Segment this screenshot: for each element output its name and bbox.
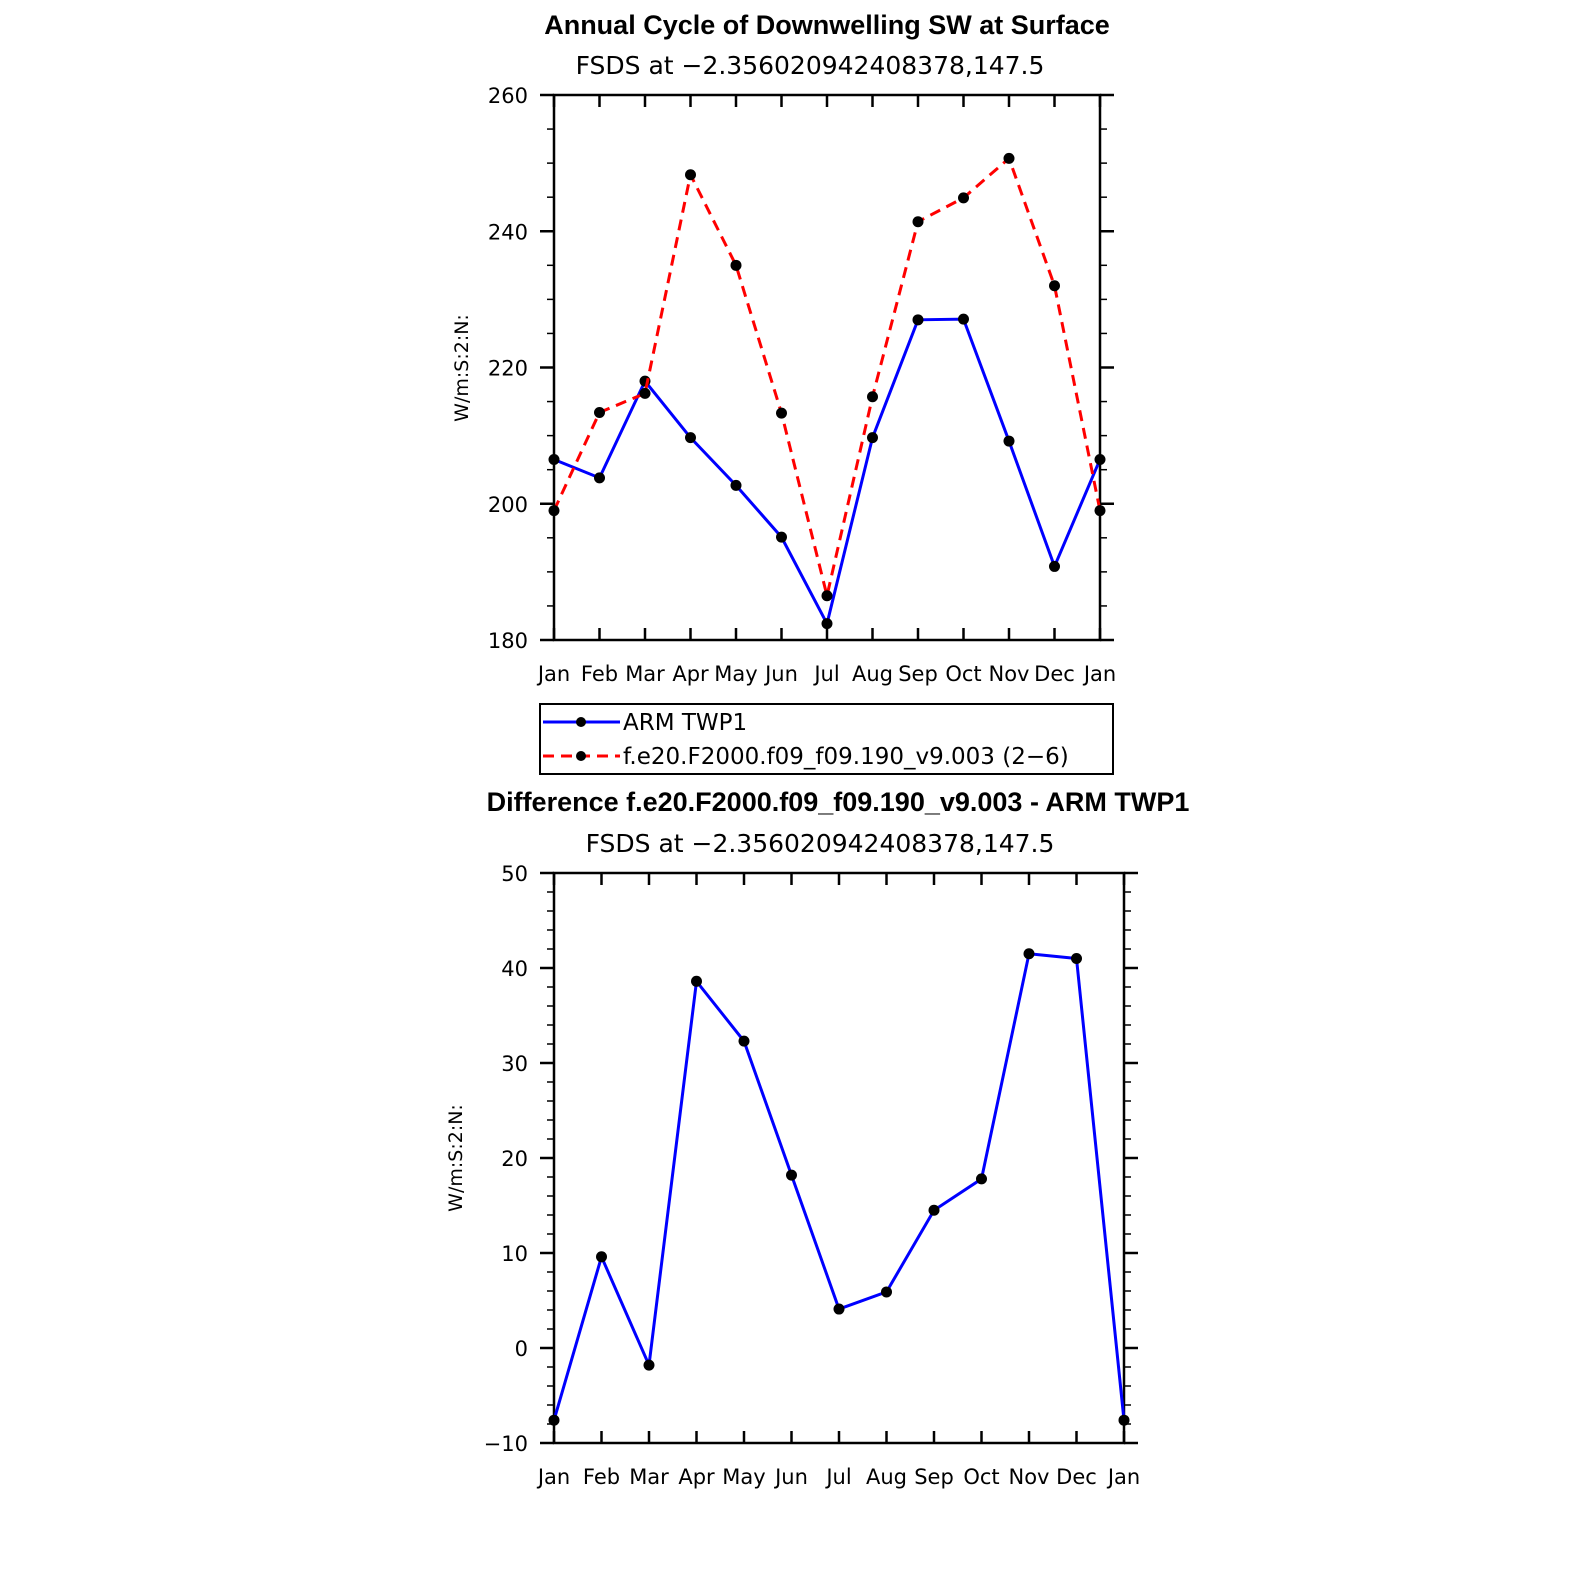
chart-subtitle: FSDS at −2.356020942408378,147.5	[576, 51, 1045, 80]
x-tick-label: Jan	[536, 1465, 570, 1489]
series-line-1	[552, 155, 1102, 597]
plot-frame	[552, 871, 1126, 1445]
x-tick-label: Mar	[625, 662, 665, 686]
x-tick-label: Feb	[583, 1465, 620, 1489]
legend-marker-model	[576, 751, 586, 761]
data-point	[594, 472, 605, 484]
y-tick-label: −10	[484, 1432, 528, 1456]
x-tick-label: Jun	[763, 662, 798, 686]
x-tick-label: Jan	[1106, 1465, 1140, 1489]
data-point	[867, 391, 878, 403]
data-point	[1049, 560, 1060, 572]
x-tick-label: Jan	[536, 662, 570, 686]
x-tick-label: Mar	[629, 1465, 669, 1489]
data-point	[639, 387, 651, 399]
chart-title: Annual Cycle of Downwelling SW at Surfac…	[544, 10, 1110, 40]
y-tick-label: 0	[515, 1337, 528, 1361]
x-tick-label: Oct	[945, 662, 981, 686]
data-point	[643, 1359, 655, 1371]
y-tick-label: 180	[488, 629, 528, 653]
chart-title: Difference f.e20.F2000.f09_f09.190_v9.00…	[487, 787, 1190, 817]
chart-subtitle: FSDS at −2.356020942408378,147.5	[586, 829, 1055, 858]
x-tick-label: Jul	[824, 1465, 851, 1489]
data-point	[928, 1204, 940, 1216]
data-point	[1003, 435, 1015, 447]
x-tick-label: Oct	[963, 1465, 999, 1489]
legend-marker-arm-twp1	[576, 717, 586, 727]
data-point	[1049, 280, 1060, 292]
x-tick-label: Jun	[773, 1465, 808, 1489]
data-point	[738, 1035, 750, 1047]
x-tick-label: May	[714, 662, 757, 686]
x-tick-label: May	[722, 1465, 765, 1489]
data-point	[596, 1251, 607, 1263]
data-point	[548, 505, 560, 517]
x-tick-label: Apr	[672, 662, 709, 686]
y-tick-label: 30	[501, 1052, 528, 1076]
y-tick-label: 40	[501, 957, 528, 981]
data-point	[1003, 152, 1015, 164]
x-tick-label: Jan	[1082, 662, 1116, 686]
data-point	[912, 314, 924, 326]
x-tick-label: Nov	[989, 662, 1030, 686]
plot-area: −10 0 10 20 30 40 50 Jan Feb Mar Apr May Jun Jul Aug Se…	[484, 862, 1141, 1489]
plot-area: 180 200 220 240 260 Jan Feb Mar Apr May Jun Jul Aug S…	[488, 84, 1116, 686]
x-tick-label: Dec	[1056, 1465, 1097, 1489]
data-point	[776, 531, 787, 543]
legend: ARM TWP1 f.e20.F2000.f09_f09.190_v9.003 …	[539, 703, 1114, 775]
data-point	[976, 1173, 987, 1185]
data-point	[685, 169, 696, 181]
data-point	[1071, 953, 1082, 964]
difference-chart: Difference f.e20.F2000.f09_f09.190_v9.00…	[445, 787, 1189, 1489]
x-tick-label: Dec	[1034, 662, 1075, 686]
legend-box	[539, 703, 1114, 775]
data-point	[691, 975, 702, 987]
data-point	[958, 192, 969, 204]
data-point	[548, 1414, 560, 1426]
legend-label-model: f.e20.F2000.f09_f09.190_v9.003 (2−6)	[623, 744, 1069, 770]
data-point	[821, 590, 833, 602]
data-point	[958, 313, 969, 325]
data-point	[833, 1303, 845, 1315]
y-tick-label: 260	[488, 84, 528, 108]
data-point	[730, 259, 742, 271]
data-point	[1094, 453, 1106, 465]
x-tick-label: Jul	[812, 662, 839, 686]
series-line-0	[553, 317, 1102, 628]
data-point	[1023, 948, 1035, 960]
y-tick-label: 240	[488, 220, 528, 244]
y-tick-label: 50	[501, 862, 528, 886]
x-tick-label: Nov	[1009, 1465, 1050, 1489]
y-tick-label: 20	[501, 1147, 528, 1171]
legend-label-arm-twp1: ARM TWP1	[623, 710, 747, 736]
y-tick-label: 10	[501, 1242, 528, 1266]
data-point	[881, 1286, 892, 1298]
plot-frame	[552, 93, 1102, 642]
data-point	[685, 432, 696, 444]
series-line-0	[552, 952, 1126, 1421]
data-point	[548, 453, 560, 465]
data-point	[1118, 1414, 1130, 1426]
data-point	[1094, 505, 1106, 517]
annual-cycle-chart: Annual Cycle of Downwelling SW at Surfac…	[451, 10, 1116, 775]
x-tick-label: Sep	[898, 662, 938, 686]
x-tick-label: Aug	[866, 1465, 907, 1489]
x-tick-label: Aug	[852, 662, 893, 686]
y-tick-label: 200	[488, 493, 528, 517]
data-point	[867, 432, 878, 444]
data-point	[821, 618, 833, 630]
y-tick-label: 220	[488, 357, 528, 381]
data-point	[776, 407, 787, 419]
y-axis-label: W/m:S:2:N:	[451, 314, 473, 422]
data-point	[730, 479, 742, 491]
data-point	[912, 216, 924, 228]
data-point	[786, 1169, 797, 1181]
x-tick-label: Apr	[678, 1465, 715, 1489]
x-tick-label: Sep	[914, 1465, 954, 1489]
x-tick-label: Feb	[581, 662, 618, 686]
data-point	[594, 406, 605, 418]
y-axis-label: W/m:S:2:N:	[445, 1104, 467, 1212]
